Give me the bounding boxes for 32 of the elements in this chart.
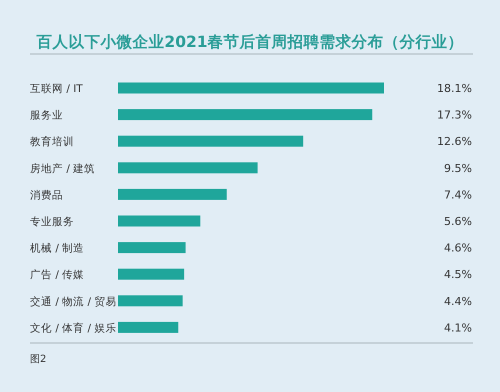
y-tick-label: 互联网 / IT xyxy=(30,83,84,95)
bar xyxy=(118,136,304,147)
data-label: 4.4% xyxy=(444,294,472,308)
bar xyxy=(118,216,200,226)
data-label: 17.3% xyxy=(437,108,472,122)
y-tick-label: 专业服务 xyxy=(30,215,74,228)
data-label: 12.6% xyxy=(437,135,472,148)
bar xyxy=(118,188,227,200)
data-label: 4.5% xyxy=(444,268,472,282)
y-tick-label: 交通 / 物流 / 贸易 xyxy=(30,294,116,308)
bar xyxy=(118,82,384,94)
data-label: 4.1% xyxy=(444,321,472,334)
bar xyxy=(118,268,184,280)
data-label: 4.6% xyxy=(444,242,472,255)
data-label: 5.6% xyxy=(444,215,472,228)
data-label: 9.5% xyxy=(444,162,472,175)
bar xyxy=(118,322,178,333)
y-tick-label: 房地产 / 建筑 xyxy=(30,162,96,175)
chart-title: 百人以下小微企业2021春节后首周招聘需求分布（分行业） xyxy=(35,33,464,51)
y-tick-label: 文化 / 体育 / 娱乐 xyxy=(30,321,116,334)
y-tick-label: 教育培训 xyxy=(30,135,74,148)
caption: 图2 xyxy=(30,354,46,365)
data-label: 7.4% xyxy=(444,188,472,202)
data-label: 18.1% xyxy=(437,82,472,95)
y-tick-label: 服务业 xyxy=(30,108,63,122)
y-tick-label: 机械 / 制造 xyxy=(30,242,84,255)
y-tick-label: 消费品 xyxy=(30,188,63,202)
y-tick-label: 广告 / 传媒 xyxy=(30,268,84,282)
bar xyxy=(118,242,186,254)
bar xyxy=(118,109,372,120)
bar xyxy=(118,162,258,174)
bar xyxy=(118,295,183,306)
